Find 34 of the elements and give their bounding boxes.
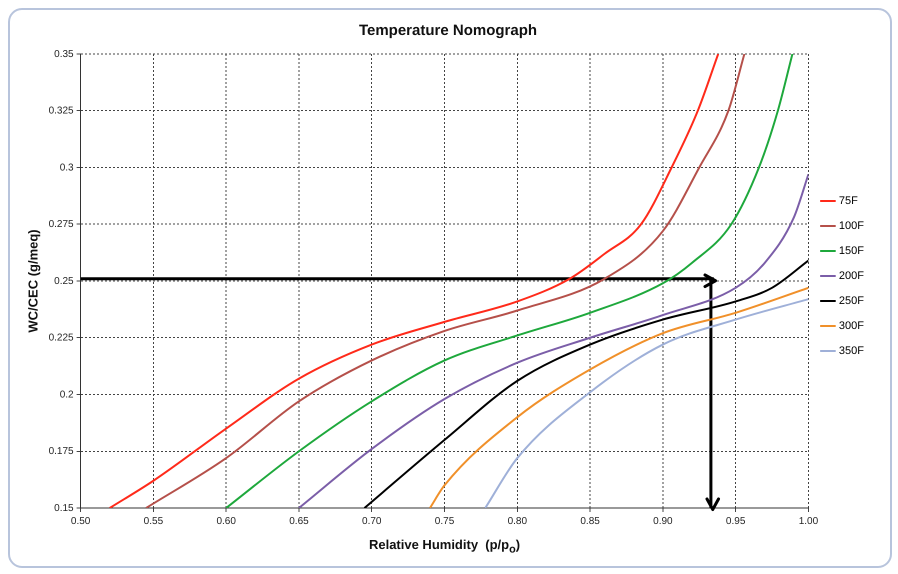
x-tick-label: 0.85 xyxy=(580,516,600,527)
legend-label: 75F xyxy=(838,195,858,208)
y-tick-label: 0.275 xyxy=(48,219,74,230)
x-tick-label: 0.65 xyxy=(289,516,310,527)
y-tick-label: 0.3 xyxy=(60,162,74,174)
y-tick-label: 0.175 xyxy=(48,446,74,457)
x-tick-label: 0.75 xyxy=(434,516,455,527)
legend-label: 100F xyxy=(838,220,864,232)
x-tick-label: 0.60 xyxy=(216,516,236,527)
y-tick-label: 0.2 xyxy=(60,389,74,400)
legend-label: 350F xyxy=(838,345,864,358)
x-tick-label: 0.70 xyxy=(362,516,382,527)
y-tick-label: 0.225 xyxy=(48,332,74,344)
x-tick-label: 0.50 xyxy=(70,516,91,527)
x-tick-label: 1.00 xyxy=(798,516,819,527)
x-tick-label: 0.80 xyxy=(508,516,528,527)
chart-title: Temperature Nomograph xyxy=(358,22,538,40)
y-tick-label: 0.15 xyxy=(54,502,74,514)
line-series xyxy=(298,173,808,508)
legend-label: 200F xyxy=(838,270,864,282)
legend-label: 300F xyxy=(838,320,864,332)
y-axis-title: WC/CEC (g/meq) xyxy=(25,229,40,333)
y-tick-label: 0.25 xyxy=(54,276,74,287)
line-series xyxy=(428,286,808,508)
x-tick-label: 0.95 xyxy=(726,516,746,527)
line-series xyxy=(484,298,808,508)
line-series xyxy=(225,54,794,508)
legend-label: 150F xyxy=(838,245,864,258)
x-tick-label: 0.90 xyxy=(653,516,674,527)
y-tick-label: 0.35 xyxy=(54,48,74,60)
legend-label: 250F xyxy=(838,295,864,308)
y-tick-label: 0.325 xyxy=(48,106,74,116)
x-axis-title: Relative Humidity (p/p$_{o}$) xyxy=(368,537,520,556)
x-tick-label: 0.55 xyxy=(144,516,164,527)
